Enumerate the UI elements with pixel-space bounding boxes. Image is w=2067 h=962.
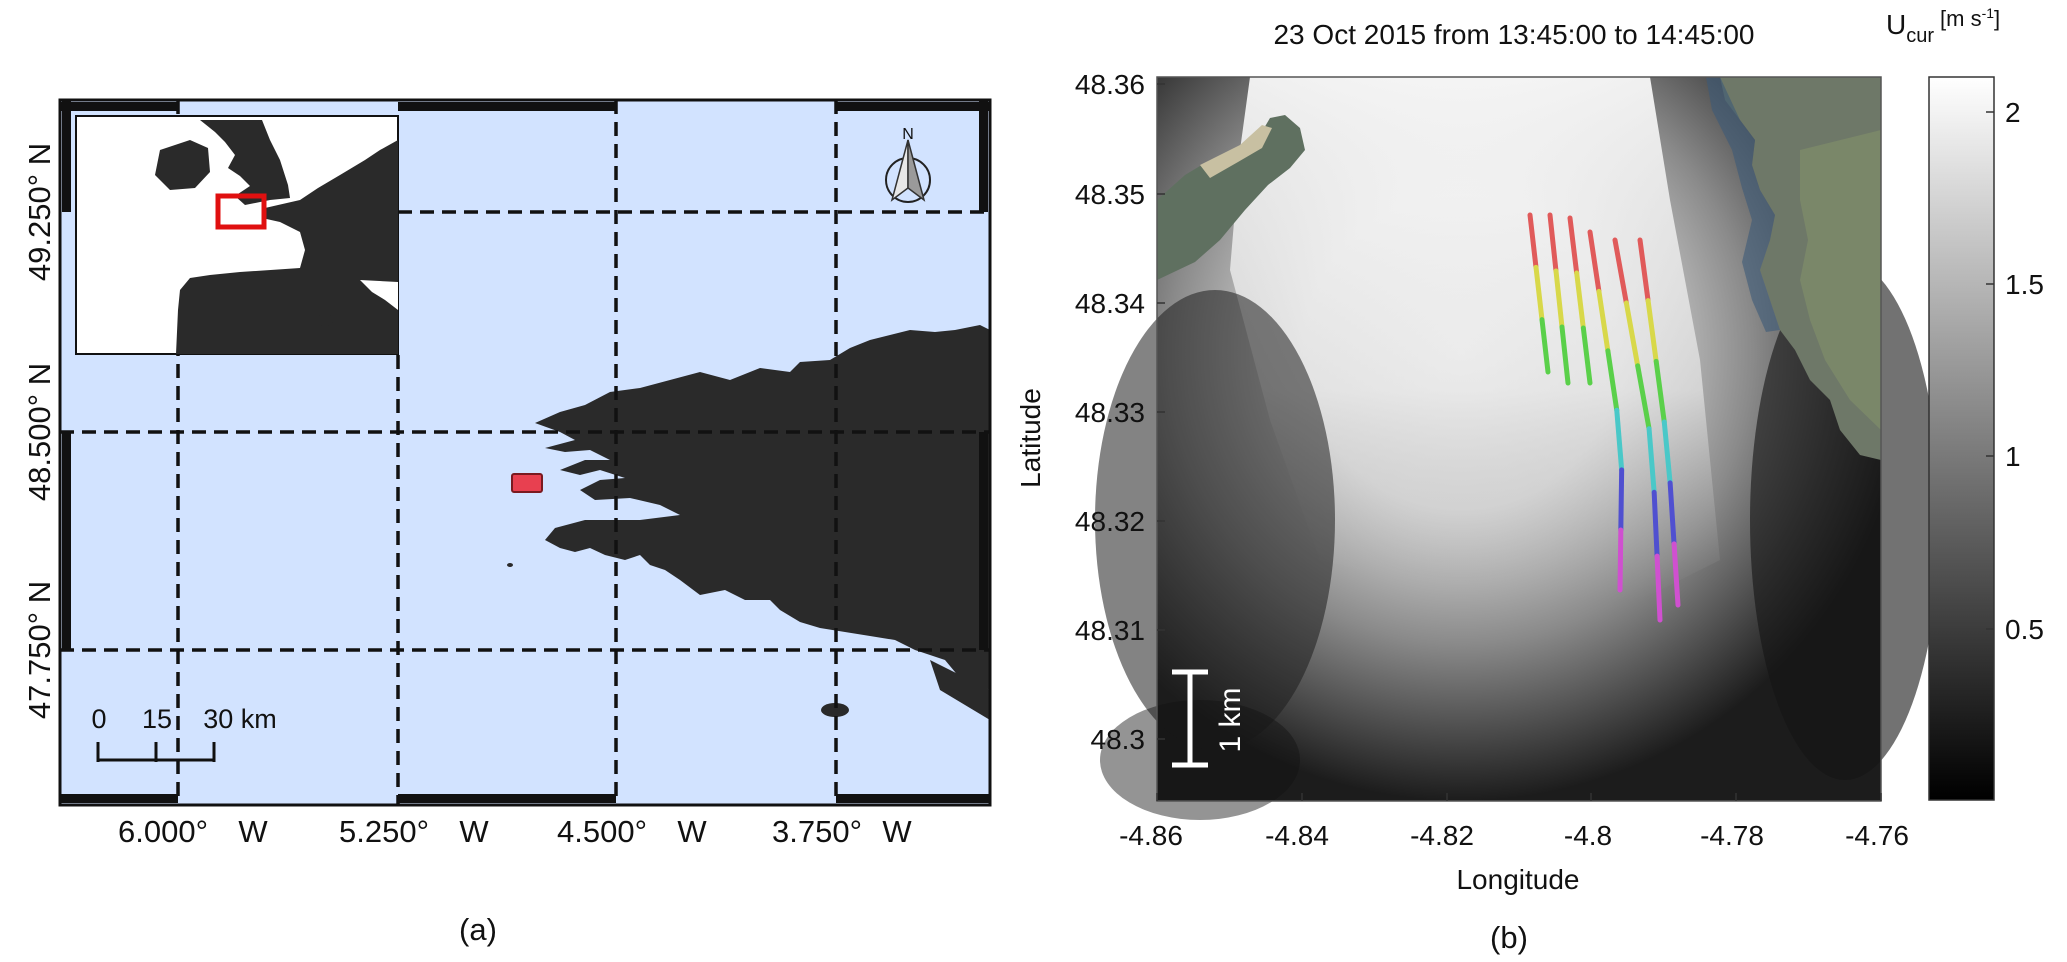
panel-b-current-map: 23 Oct 2015 from 13:45:00 to 14:45:00 1 … [1015,5,2044,955]
dark-lee-region [1750,260,1940,780]
colorbar-tick-label: 0.5 [2005,614,2044,645]
map-frame [58,98,992,807]
north-arrow-label: N [902,126,914,143]
radar-track-segment [1618,467,1625,533]
radar-track-segment [1645,298,1659,364]
radar-track-segment [1637,237,1651,304]
y-tick-label: 48.35 [1075,179,1145,210]
radar-track-segment [1623,300,1641,369]
inset-highlight-box [215,193,267,230]
radar-track-segment [1553,268,1565,330]
inset-uk [200,120,290,205]
radar-tracks [1527,212,1681,623]
lon-label-degrees: 6.000° [118,814,208,849]
plot-scale-bar [1172,669,1208,768]
y-tick-label: 48.31 [1075,615,1145,646]
axis-ticks [1156,83,1882,801]
radar-track-segment [1612,237,1629,306]
y-tick-label: 48.34 [1075,288,1145,319]
y-tick-label: 48.33 [1075,397,1145,428]
bright-channel [1230,77,1720,600]
lon-label-degrees: 4.500° [557,814,647,849]
study-area-marker [511,473,543,493]
x-tick-label: -4.82 [1410,820,1474,851]
radar-track-segment [1614,407,1625,473]
radar-track-segment [1661,419,1673,486]
island [507,563,513,567]
coast-imagery-right-fields [1800,130,1881,430]
radar-track-segment [1574,270,1586,331]
brittany-landmass [535,325,990,690]
radar-track-segment [1671,541,1681,608]
graticule [60,100,990,805]
radar-track-segment [1580,325,1593,386]
lat-label: 49.250° N [22,143,57,281]
radar-track-segment [1547,212,1559,274]
lat-label: 48.500° N [22,363,57,501]
dark-lee-region [1095,290,1335,750]
radar-track-segment [1605,348,1620,413]
lon-label-direction: W [459,814,489,849]
x-tick-label: -4.78 [1700,820,1764,851]
loire-coast [930,660,990,720]
radar-track-segment [1654,553,1663,623]
y-tick-label: 48.3 [1091,724,1146,755]
radar-track-segment [1539,317,1551,375]
radar-track-segment [1646,426,1657,495]
dark-corner [1100,700,1300,820]
plot-scale-label: 1 km [1214,687,1247,752]
lon-label-degrees: 5.250° [339,814,429,849]
radar-track-segment [1559,324,1571,386]
lat-label: 47.750° N [22,581,57,719]
plot-title: 23 Oct 2015 from 13:45:00 to 14:45:00 [1273,19,1754,50]
north-arrow-icon: N [885,126,931,203]
scale-label-15: 15 [142,704,172,734]
inset-europe-map [75,115,399,355]
colorbar-tick-label: 2 [2005,97,2021,128]
lon-label-direction: W [882,814,912,849]
x-tick-label: -4.86 [1119,820,1183,851]
x-tick-label: -4.8 [1564,820,1612,851]
plot-axes-frame [1156,76,1882,802]
inset-ireland [155,140,210,190]
radar-track-segment [1596,288,1611,354]
coast-imagery-left-sand [1200,125,1272,178]
map-scale-bar [96,742,216,762]
current-field-image [1095,77,1940,820]
radar-track-segment [1617,527,1624,593]
coast-imagery-left [1157,115,1305,280]
radar-track-segment [1653,358,1667,425]
radar-track-segment [1567,215,1580,276]
radar-track-segment [1533,264,1545,323]
inset-continent [176,140,398,354]
caption-b: (b) [1490,920,1528,955]
panel-a-map: N 0 15 30 km 6.000° W 5.250° W 4.500° W … [22,98,992,947]
colorbar-tick-label: 1.5 [2005,269,2044,300]
scale-label-0: 0 [91,704,106,734]
radar-track-segment [1527,212,1539,270]
y-axis-label: Latitude [1015,388,1046,488]
coast-imagery-right-shallow [1706,77,1780,332]
lon-label-direction: W [677,814,707,849]
radar-track-segment [1587,229,1602,294]
colorbar-title: Ucur[m s-1] [1886,5,2000,47]
y-tick-label: 48.36 [1075,69,1145,100]
scale-label-30: 30 km [203,704,277,734]
lon-label-degrees: 3.750° [772,814,862,849]
inset-island [317,314,333,326]
x-axis-label: Longitude [1456,864,1579,895]
colorbar [1928,76,1995,801]
island [821,703,849,717]
x-tick-label: -4.84 [1265,820,1329,851]
caption-a: (a) [459,912,497,947]
radar-track-segment [1635,363,1652,432]
radar-track-segment [1667,480,1677,547]
radar-track-segment [1651,489,1660,559]
lon-label-direction: W [238,814,268,849]
colorbar-tick-label: 1 [2005,441,2021,472]
inset-italy [360,280,398,310]
y-tick-label: 48.32 [1075,506,1145,537]
x-tick-label: -4.76 [1845,820,1909,851]
